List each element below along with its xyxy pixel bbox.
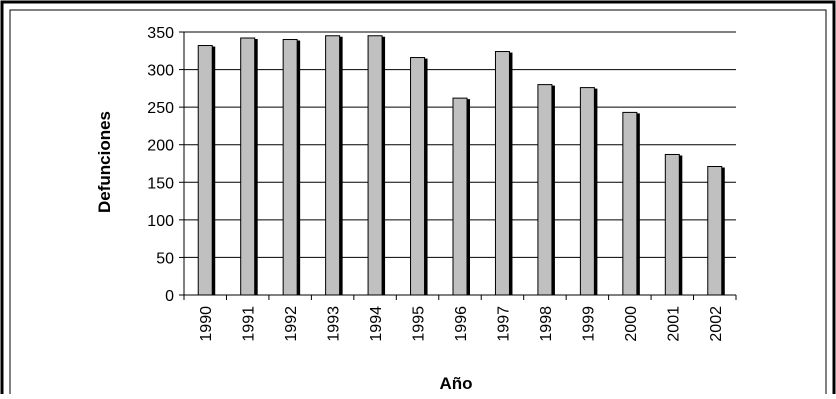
bar-2001 [664, 153, 680, 296]
bar-1996 [452, 97, 468, 296]
bar-shadow-1995 [424, 58, 428, 296]
bar-shadow-1998 [551, 85, 555, 295]
x-tick-label: 1997 [495, 306, 512, 342]
x-tick-label: 2000 [623, 306, 640, 342]
x-tick-label: 1993 [326, 306, 343, 342]
bar-shadow-1992 [297, 40, 301, 296]
bar-shadow-1994 [382, 36, 386, 295]
bar-1990 [197, 45, 213, 296]
x-tick-label: 2001 [665, 306, 682, 342]
y-axis-title: Defunciones [95, 111, 114, 213]
bar-shadow-1993 [339, 36, 343, 295]
y-tick-label: 150 [147, 175, 174, 192]
y-tick-label: 300 [147, 63, 174, 80]
axes [179, 31, 737, 300]
y-tick-label: 0 [165, 288, 174, 305]
bar-2002 [707, 166, 723, 296]
x-tick-labels: 1990 1991 1992 1993 1994 1995 1996 1997 1998 1999… [198, 306, 725, 342]
x-tick-label: 1990 [198, 306, 215, 342]
bar-shadow-2000 [636, 113, 640, 295]
bar-shadow-1990 [212, 46, 216, 296]
bar-1993 [325, 35, 341, 296]
chart-border [9, 9, 827, 394]
bars [197, 35, 725, 296]
bar-shadow-1996 [467, 99, 470, 295]
x-tick-label: 1994 [368, 306, 385, 342]
bar-1999 [579, 87, 595, 296]
x-tick-label: 1991 [241, 306, 258, 342]
x-tick-label: 1995 [411, 306, 428, 342]
bar-shadow-2002 [721, 167, 725, 295]
bar-shadow-1991 [254, 39, 258, 295]
y-tick-label: 350 [147, 25, 174, 42]
y-tick-label: 100 [147, 213, 174, 230]
bar-1998 [537, 84, 553, 296]
bar-1991 [240, 37, 256, 296]
bar-1995 [410, 57, 426, 296]
x-tick-label: 1999 [580, 306, 597, 342]
bar-shadow-1997 [509, 52, 513, 296]
y-tick-labels: 0 50 100 150 200 250 300 350 [147, 25, 174, 305]
y-tick-label: 50 [156, 250, 174, 267]
y-tick-label: 250 [147, 100, 174, 117]
bar-1994 [367, 35, 383, 296]
bar-2000 [622, 111, 638, 296]
x-tick-label: 1996 [453, 306, 470, 342]
bar-shadow-2001 [679, 155, 683, 295]
x-axis-title: Año [439, 374, 472, 393]
bar-shadow-1999 [594, 88, 598, 295]
y-tick-label: 200 [147, 138, 174, 155]
x-tick-label: 1992 [283, 306, 300, 342]
x-tick-label: 2002 [708, 306, 725, 342]
x-tick-label: 1998 [538, 306, 555, 342]
bar-1992 [282, 39, 298, 296]
bar-1997 [494, 51, 510, 296]
